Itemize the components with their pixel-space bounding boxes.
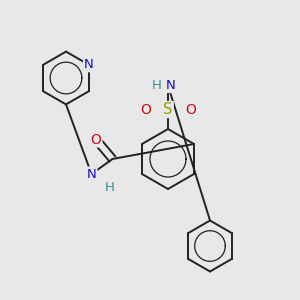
Text: O: O — [140, 103, 151, 116]
Text: O: O — [185, 103, 196, 116]
Text: N: N — [87, 167, 96, 181]
Text: O: O — [91, 133, 101, 146]
Text: S: S — [163, 102, 173, 117]
Text: N: N — [84, 58, 94, 71]
Text: H: H — [105, 181, 114, 194]
Text: N: N — [166, 79, 175, 92]
Text: H: H — [152, 79, 161, 92]
